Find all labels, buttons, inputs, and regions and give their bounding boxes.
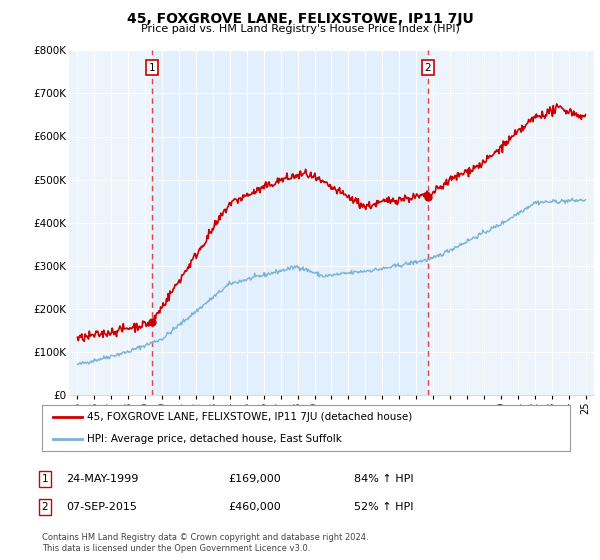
Text: 45, FOXGROVE LANE, FELIXSTOWE, IP11 7JU (detached house): 45, FOXGROVE LANE, FELIXSTOWE, IP11 7JU … — [87, 412, 412, 422]
Text: HPI: Average price, detached house, East Suffolk: HPI: Average price, detached house, East… — [87, 435, 342, 444]
Text: 2: 2 — [424, 63, 431, 73]
Text: 45, FOXGROVE LANE, FELIXSTOWE, IP11 7JU: 45, FOXGROVE LANE, FELIXSTOWE, IP11 7JU — [127, 12, 473, 26]
Text: 07-SEP-2015: 07-SEP-2015 — [66, 502, 137, 512]
Text: Price paid vs. HM Land Registry's House Price Index (HPI): Price paid vs. HM Land Registry's House … — [140, 24, 460, 34]
Text: 84% ↑ HPI: 84% ↑ HPI — [354, 474, 413, 484]
Text: 2: 2 — [41, 502, 49, 512]
Text: 24-MAY-1999: 24-MAY-1999 — [66, 474, 139, 484]
Bar — [152, 50, 428, 395]
Text: 52% ↑ HPI: 52% ↑ HPI — [354, 502, 413, 512]
Text: 1: 1 — [149, 63, 155, 73]
Text: Contains HM Land Registry data © Crown copyright and database right 2024.
This d: Contains HM Land Registry data © Crown c… — [42, 533, 368, 553]
Text: 1: 1 — [41, 474, 49, 484]
Text: £460,000: £460,000 — [228, 502, 281, 512]
Text: £169,000: £169,000 — [228, 474, 281, 484]
